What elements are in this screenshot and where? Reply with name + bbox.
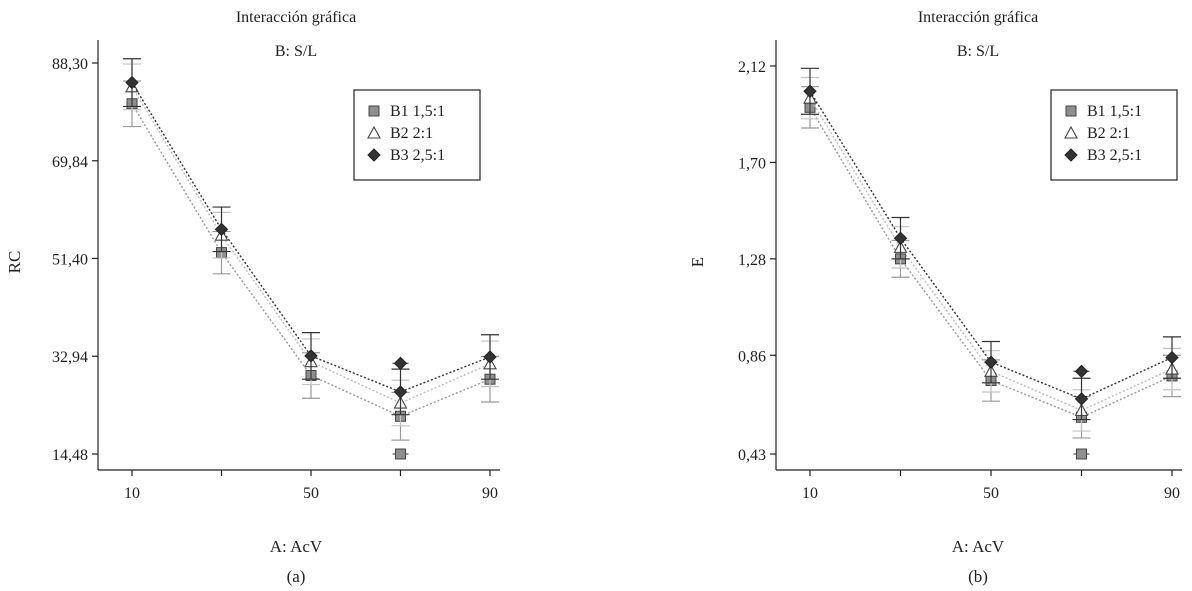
data-point bbox=[483, 350, 497, 364]
legend-label: B3 2,5:1 bbox=[390, 147, 445, 164]
y-tick-label: 32,94 bbox=[52, 349, 88, 366]
legend-label: B2 2:1 bbox=[390, 125, 433, 142]
y-tick-label: 1,70 bbox=[738, 155, 766, 172]
data-point bbox=[1165, 350, 1179, 365]
y-tick-label: 0,86 bbox=[738, 348, 766, 365]
legend-marker bbox=[367, 148, 381, 162]
x-tick-label: 90 bbox=[1164, 485, 1180, 502]
data-point bbox=[304, 349, 318, 363]
legend-marker bbox=[368, 105, 380, 117]
x-axis-label: A: AcV bbox=[270, 537, 323, 556]
y-axis-label: E bbox=[688, 257, 707, 267]
x-tick-label: 90 bbox=[482, 485, 498, 502]
data-point bbox=[1076, 448, 1087, 460]
y-tick-label: 2,12 bbox=[738, 59, 766, 76]
data-point bbox=[393, 356, 408, 371]
y-axis-label: RC bbox=[5, 251, 24, 274]
y-tick-label: 51,40 bbox=[52, 251, 88, 268]
x-tick-label: 50 bbox=[983, 485, 999, 502]
legend-marker bbox=[1064, 125, 1078, 139]
data-point bbox=[393, 385, 408, 399]
x-tick-label: 10 bbox=[802, 485, 818, 502]
chart-subtitle: B: S/L bbox=[275, 43, 317, 60]
data-point bbox=[1074, 392, 1089, 406]
legend-label: B2 2:1 bbox=[1087, 125, 1130, 142]
series-line bbox=[809, 90, 1173, 400]
data-point bbox=[125, 75, 139, 90]
figure-caption: (b) bbox=[968, 567, 988, 586]
x-tick-label: 10 bbox=[124, 485, 140, 502]
legend-marker bbox=[1065, 105, 1077, 117]
x-tick-label: 50 bbox=[303, 485, 319, 502]
y-tick-label: 14,48 bbox=[52, 447, 88, 464]
figure-caption: (a) bbox=[287, 567, 306, 586]
y-tick-label: 88,30 bbox=[52, 56, 88, 73]
chart-title: Interacción gráfica bbox=[918, 9, 1038, 26]
data-point bbox=[803, 84, 817, 98]
y-tick-label: 1,28 bbox=[738, 252, 766, 269]
legend-label: B1 1,5:1 bbox=[1087, 103, 1142, 120]
chart-subtitle: B: S/L bbox=[957, 43, 999, 60]
legend-marker bbox=[367, 125, 381, 139]
data-point bbox=[395, 448, 406, 460]
data-point bbox=[214, 222, 229, 237]
y-tick-label: 0,43 bbox=[738, 447, 766, 464]
data-point bbox=[893, 231, 908, 245]
x-axis-label: A: AcV bbox=[952, 537, 1005, 556]
data-point bbox=[984, 355, 998, 369]
legend-label: B1 1,5:1 bbox=[390, 103, 445, 120]
y-tick-label: 69,84 bbox=[52, 154, 88, 171]
legend-label: B3 2,5:1 bbox=[1087, 147, 1142, 164]
chart-title: Interacción gráfica bbox=[236, 9, 356, 26]
legend-marker bbox=[1064, 148, 1078, 162]
data-point bbox=[1074, 364, 1089, 379]
